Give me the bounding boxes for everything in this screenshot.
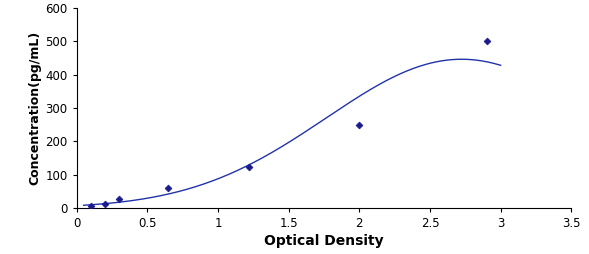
X-axis label: Optical Density: Optical Density <box>264 234 384 248</box>
Y-axis label: Concentration(pg/mL): Concentration(pg/mL) <box>28 31 41 185</box>
